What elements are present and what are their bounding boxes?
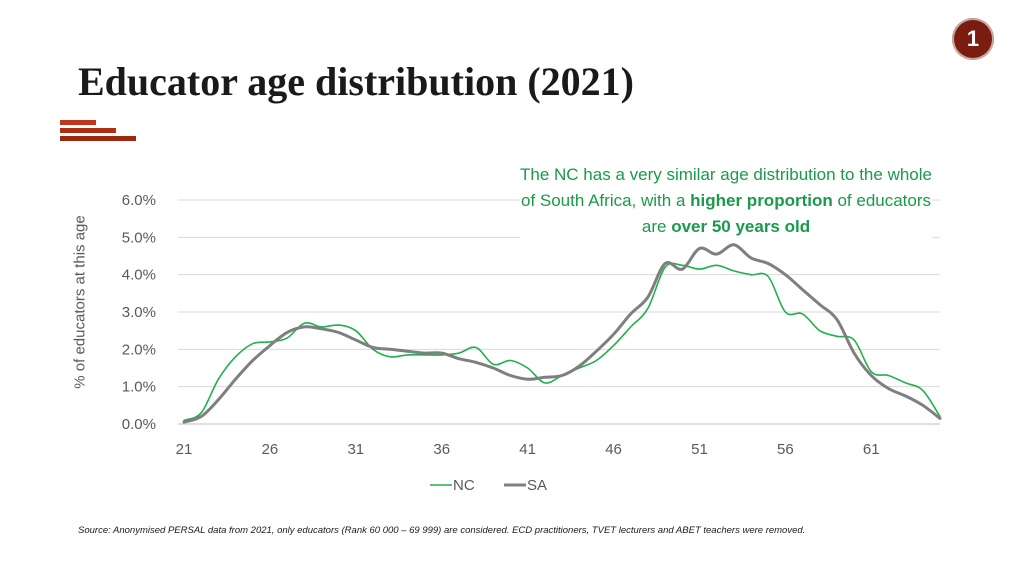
series-line-sa: [182, 243, 942, 424]
x-tick-label: 51: [691, 441, 708, 458]
y-tick-label: 2.0%: [122, 341, 156, 358]
page-title: Educator age distribution (2021): [78, 59, 634, 104]
x-tick-label: 41: [519, 441, 536, 458]
y-tick-label: 3.0%: [122, 304, 156, 321]
x-tick-label: 46: [605, 441, 622, 458]
x-tick-label: 31: [347, 441, 364, 458]
y-tick-label: 4.0%: [122, 267, 156, 284]
accent-bar-2: [60, 128, 116, 133]
y-tick-label: 1.0%: [122, 379, 156, 396]
x-tick-label: 61: [863, 441, 880, 458]
y-tick-label: 0.0%: [122, 416, 156, 433]
y-tick-labels: 0.0% 1.0% 2.0% 3.0% 4.0% 5.0% 6.0%: [122, 192, 156, 433]
x-tick-label: 36: [433, 441, 450, 458]
slide-number-badge: 1: [952, 18, 994, 60]
accent-bar-1: [60, 120, 96, 125]
chart-annotation: The NC has a very similar age distributi…: [520, 162, 932, 240]
annotation-text-1: The NC has a very similar age distributi…: [520, 165, 932, 210]
legend-label-nc: NC: [453, 477, 475, 494]
y-tick-label: 5.0%: [122, 229, 156, 246]
series-lines: [182, 243, 942, 424]
y-tick-label: 6.0%: [122, 192, 156, 209]
annotation-bold-1: higher proportion: [690, 191, 833, 210]
source-note: Source: Anonymised PERSAL data from 2021…: [78, 525, 806, 536]
annotation-bold-2: over 50 years old: [671, 217, 811, 236]
x-tick-labels: 21 26 31 36 41 46 51 56 61: [176, 441, 880, 458]
accent-bar-3: [60, 136, 136, 141]
legend-label-sa: SA: [527, 477, 547, 494]
slide-number: 1: [966, 26, 980, 51]
legend: NC SA: [430, 477, 547, 494]
x-tick-label: 56: [777, 441, 794, 458]
annotation-text-2: of educators are: [641, 191, 932, 236]
x-tick-label: 26: [262, 441, 279, 458]
x-tick-label: 21: [176, 441, 193, 458]
gridlines: [178, 199, 940, 425]
series-line-nc: [183, 262, 941, 422]
